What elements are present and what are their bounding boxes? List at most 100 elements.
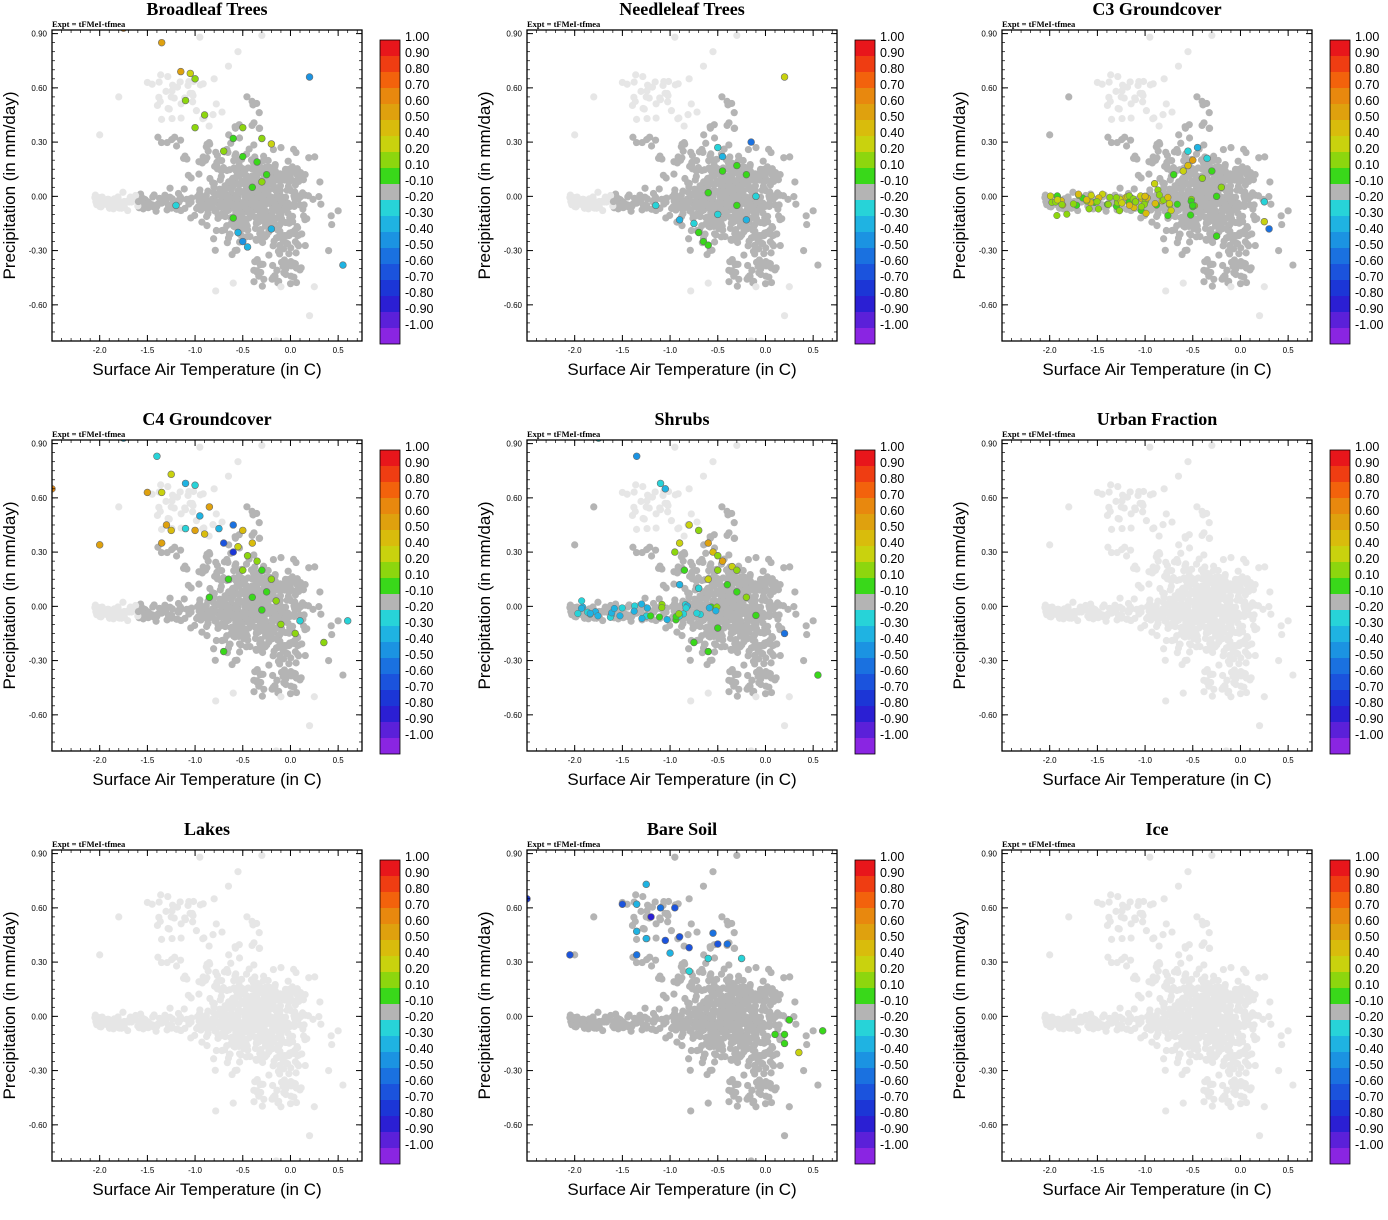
background-point <box>204 147 212 155</box>
background-point <box>269 166 277 174</box>
background-point <box>703 250 711 259</box>
panel-needleleaf-trees: Needleleaf Trees Expt = tFMeI-tfmea -2.0 -1… <box>475 0 937 400</box>
highlight-point <box>1083 196 1091 204</box>
highlight-point <box>339 261 347 269</box>
highlight-point <box>1054 196 1062 204</box>
background-point <box>625 601 633 609</box>
background-point <box>730 534 738 543</box>
background-point <box>728 268 736 276</box>
highlight-point <box>1165 200 1174 208</box>
background-point <box>285 232 293 240</box>
background-point <box>219 636 227 644</box>
background-point <box>1169 226 1177 234</box>
background-point <box>273 582 281 590</box>
background-point <box>150 601 158 609</box>
background-point <box>277 215 286 223</box>
background-point <box>776 651 784 660</box>
highlight-point <box>1074 190 1083 198</box>
colorbar-label: -0.60 <box>1355 254 1384 268</box>
background-point <box>666 211 674 220</box>
highlight-point <box>277 620 285 629</box>
background-point <box>250 141 258 149</box>
colorbar-label: 0.80 <box>405 472 429 486</box>
background-point <box>229 279 237 287</box>
background-point <box>164 482 172 491</box>
background-point <box>205 122 213 130</box>
background-point <box>235 170 243 178</box>
background-point <box>726 668 734 676</box>
colorbar-swatch <box>1330 312 1350 328</box>
highlight-point <box>229 134 237 143</box>
background-point <box>647 552 656 560</box>
background-point <box>790 603 798 611</box>
background-point <box>267 179 275 188</box>
background-point <box>212 510 220 518</box>
highlight-point <box>1164 193 1172 201</box>
highlight-point <box>1265 225 1273 233</box>
background-point <box>656 96 665 104</box>
highlight-point <box>177 67 185 76</box>
x-tick-label: -1.0 <box>1138 346 1152 355</box>
background-point <box>1241 230 1249 238</box>
background-point <box>234 187 242 195</box>
highlight-point <box>239 566 247 574</box>
highlight-point <box>224 575 233 583</box>
colorbar-swatch <box>1330 88 1350 104</box>
highlight-point <box>574 610 582 618</box>
background-point <box>303 625 311 633</box>
background-point <box>252 576 260 584</box>
background-point <box>189 508 197 516</box>
background-point <box>150 191 158 199</box>
highlight-point <box>630 607 638 615</box>
background-point <box>637 497 645 505</box>
background-point <box>1219 261 1227 270</box>
y-tick-label: -0.30 <box>29 247 48 256</box>
background-point <box>766 238 774 246</box>
background-point <box>725 529 733 537</box>
background-point <box>153 101 162 110</box>
background-point <box>195 607 203 615</box>
colorbar-label: -1.00 <box>1355 318 1384 332</box>
background-point <box>316 178 324 186</box>
background-point <box>225 641 234 649</box>
highlight-point <box>675 539 684 547</box>
background-point <box>316 588 324 596</box>
background-point <box>693 108 701 116</box>
x-tick-label: 0.0 <box>760 756 772 765</box>
background-point <box>164 611 172 619</box>
colorbar-swatch <box>1330 152 1350 168</box>
colorbar-label: -0.50 <box>405 238 434 252</box>
background-point <box>269 652 277 660</box>
background-point <box>177 605 185 613</box>
background-point <box>1250 201 1258 209</box>
background-point <box>289 218 297 226</box>
background-point <box>720 598 728 606</box>
background-point <box>235 640 244 648</box>
background-point <box>1195 188 1203 196</box>
background-point <box>305 312 314 320</box>
background-point <box>196 596 204 604</box>
background-point <box>641 594 649 602</box>
background-point <box>1150 114 1158 122</box>
background-point <box>698 166 706 175</box>
background-point <box>702 139 710 147</box>
highlight-point <box>594 612 602 620</box>
highlight-point <box>704 647 712 656</box>
background-point <box>228 250 236 259</box>
background-point <box>167 93 175 101</box>
plot-frame <box>51 439 363 752</box>
colorbar-swatch <box>1330 264 1350 280</box>
highlight-point <box>1189 156 1197 164</box>
background-point <box>1185 134 1194 142</box>
background-point <box>732 216 740 224</box>
colorbar-swatch <box>855 120 875 136</box>
background-point <box>166 184 174 192</box>
highlight-point <box>1151 199 1159 208</box>
background-point <box>1201 258 1209 266</box>
background-point <box>671 33 679 41</box>
colorbar-label: -0.30 <box>405 206 434 220</box>
colorbar-swatch <box>855 296 875 312</box>
background-point <box>724 611 732 619</box>
